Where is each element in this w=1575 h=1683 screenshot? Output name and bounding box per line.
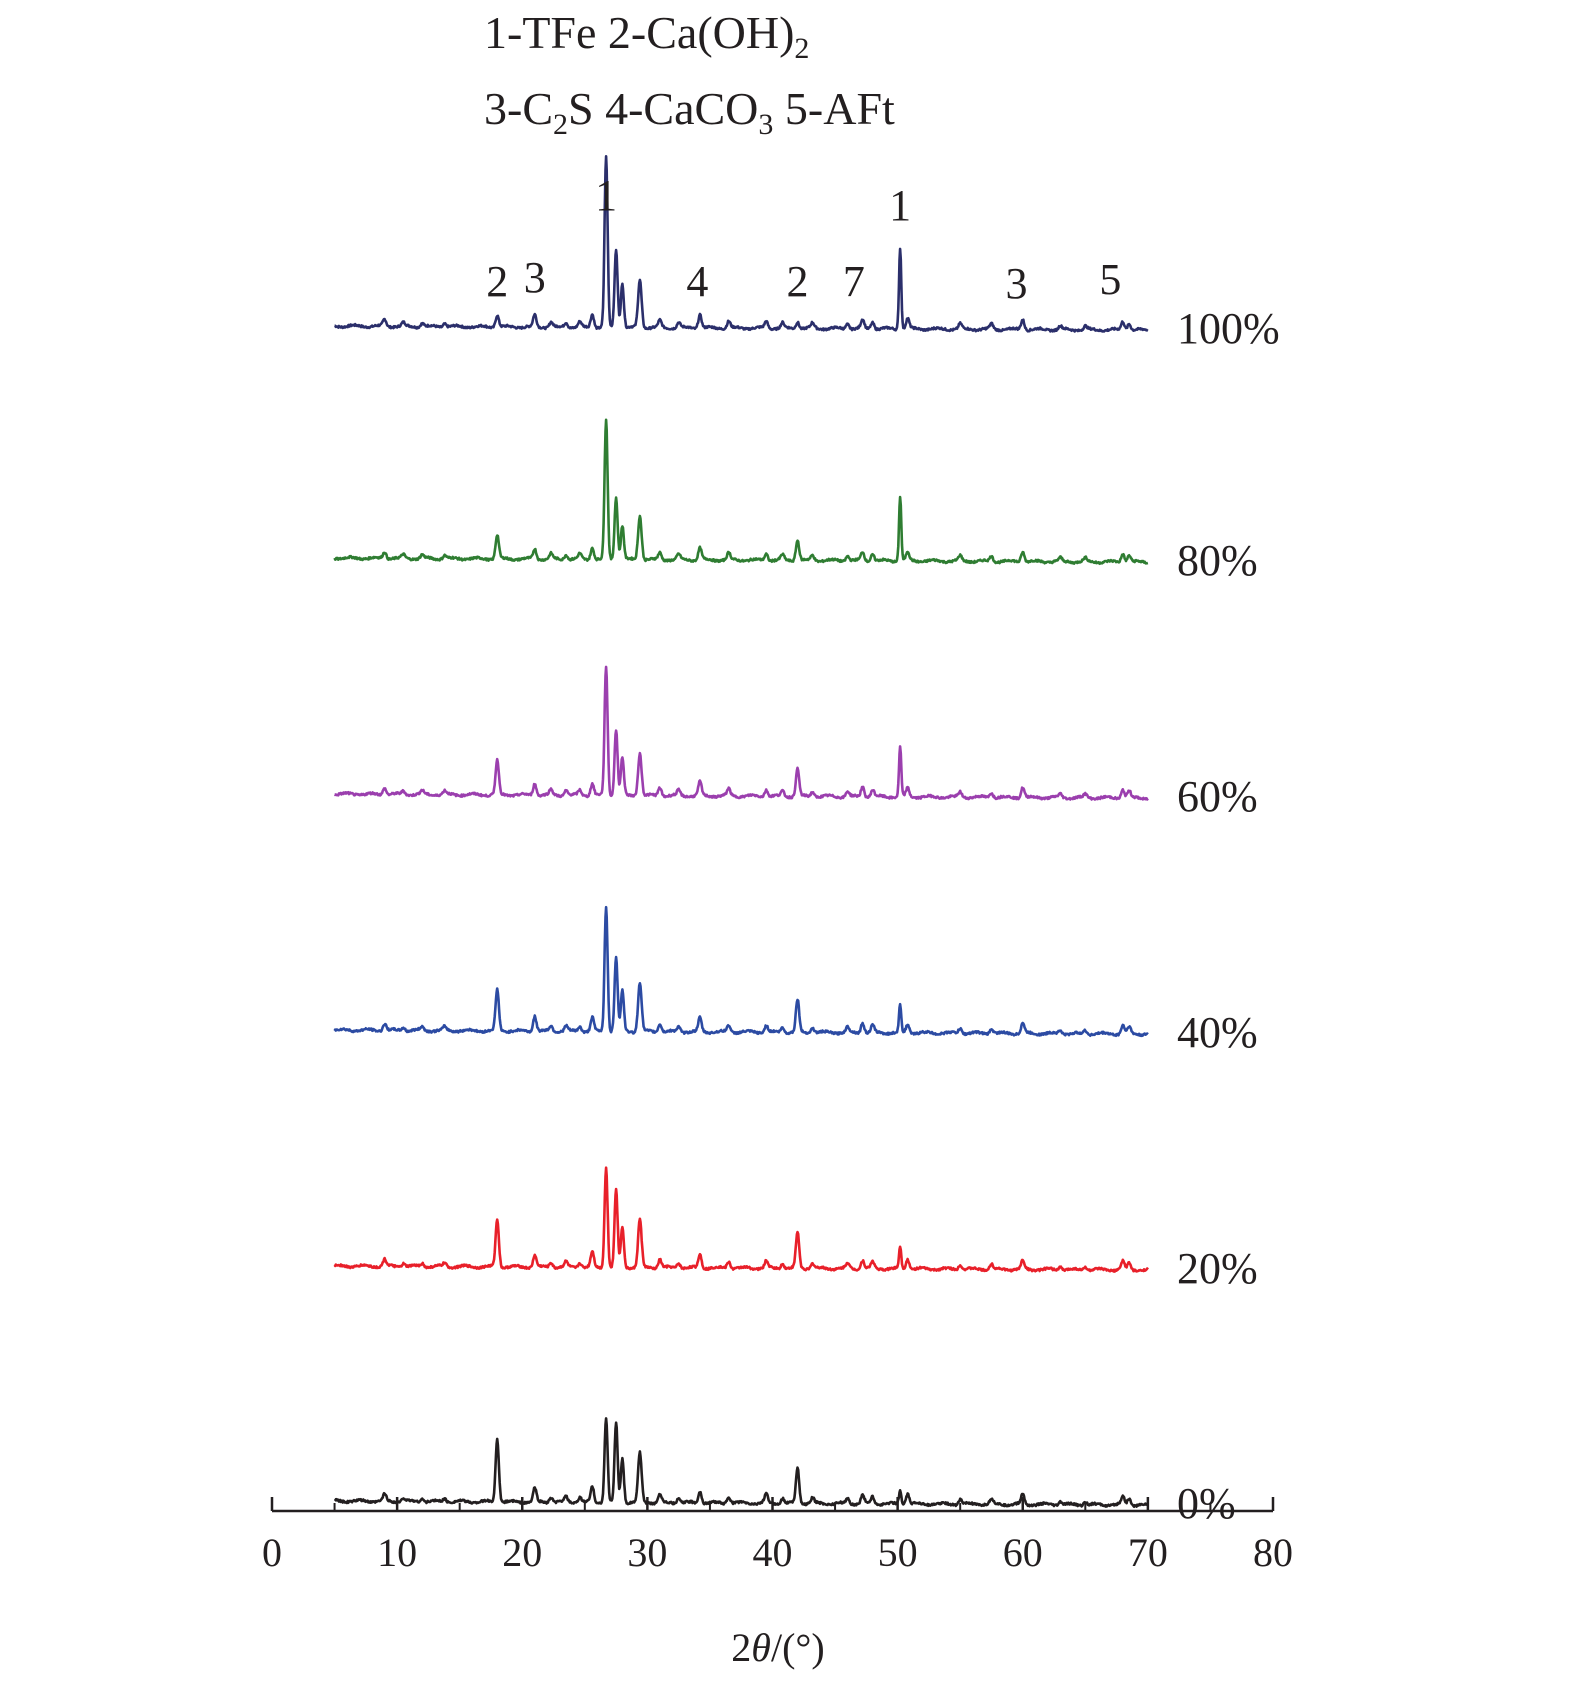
- trace-0pct: [333, 1417, 1149, 1508]
- trace-80pct: [333, 418, 1149, 565]
- series-labels-group: 100% 80% 60% 40% 20% 0%: [1177, 304, 1280, 1528]
- x-tick-label: 40: [753, 1530, 793, 1575]
- peak-label: 3: [1005, 259, 1027, 308]
- x-tick-label: 10: [377, 1530, 417, 1575]
- series-label: 40%: [1177, 1008, 1258, 1057]
- x-tick-label: 30: [627, 1530, 667, 1575]
- trace-40pct: [333, 905, 1149, 1038]
- peak-label: 7: [843, 257, 865, 306]
- x-tick-label: 80: [1253, 1530, 1293, 1575]
- series-label: 80%: [1177, 536, 1258, 585]
- peak-label: 4: [686, 257, 708, 306]
- series-label: 0%: [1177, 1479, 1236, 1528]
- trace-20pct: [333, 1166, 1149, 1273]
- series-label: 20%: [1177, 1244, 1258, 1293]
- x-tick-label: 20: [502, 1530, 542, 1575]
- x-tick-label: 0: [262, 1530, 282, 1575]
- trace-100pct: [333, 155, 1149, 333]
- series-label: 60%: [1177, 772, 1258, 821]
- peak-label: 1: [889, 181, 911, 230]
- legend-line-1: 1-TFe 2-Ca(OH)2: [484, 7, 809, 65]
- x-axis-title: 2θ/(°): [731, 1625, 824, 1670]
- peak-label: 3: [524, 253, 546, 302]
- peak-label: 2: [486, 257, 508, 306]
- legend-line-2: 3-C2S 4-CaCO3 5-AFt: [484, 83, 895, 141]
- phase-legend: 1-TFe 2-Ca(OH)2 3-C2S 4-CaCO3 5-AFt: [484, 7, 895, 141]
- x-tick-label: 70: [1128, 1530, 1168, 1575]
- peak-label: 2: [787, 257, 809, 306]
- x-tick-label: 50: [878, 1530, 918, 1575]
- traces-group: [333, 155, 1149, 1508]
- peak-labels-group: 2 314 2 713 5: [486, 171, 1121, 308]
- peak-label: 5: [1099, 255, 1121, 304]
- peak-label: 1: [595, 171, 617, 220]
- series-label: 100%: [1177, 304, 1280, 353]
- trace-60pct: [333, 665, 1149, 801]
- x-axis: 0 10 20 30 40 50 60 70 80: [262, 1497, 1293, 1575]
- x-tick-label: 60: [1003, 1530, 1043, 1575]
